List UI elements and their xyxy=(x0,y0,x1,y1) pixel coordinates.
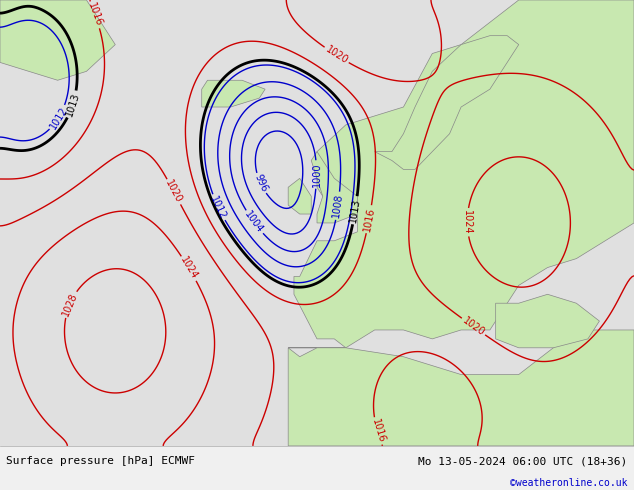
Polygon shape xyxy=(375,36,519,170)
Text: ©weatheronline.co.uk: ©weatheronline.co.uk xyxy=(510,478,628,489)
Text: 1013: 1013 xyxy=(64,91,81,118)
Text: 1016: 1016 xyxy=(370,418,386,444)
Text: 1012: 1012 xyxy=(209,194,228,221)
Polygon shape xyxy=(288,178,311,214)
Text: 1012: 1012 xyxy=(48,105,69,131)
Text: 1024: 1024 xyxy=(178,255,200,282)
Polygon shape xyxy=(0,0,634,446)
Polygon shape xyxy=(288,330,634,446)
Polygon shape xyxy=(311,151,358,223)
Polygon shape xyxy=(288,0,634,348)
Text: 1020: 1020 xyxy=(164,178,184,205)
Polygon shape xyxy=(0,0,115,80)
Text: Surface pressure [hPa] ECMWF: Surface pressure [hPa] ECMWF xyxy=(6,456,195,466)
Text: 996: 996 xyxy=(252,173,269,194)
Text: 1016: 1016 xyxy=(86,1,103,28)
Polygon shape xyxy=(202,80,265,107)
Text: 1028: 1028 xyxy=(60,291,79,318)
Text: 1020: 1020 xyxy=(323,44,349,66)
Text: 1000: 1000 xyxy=(311,162,321,187)
Text: 1004: 1004 xyxy=(243,209,266,235)
Text: Mo 13-05-2024 06:00 UTC (18+36): Mo 13-05-2024 06:00 UTC (18+36) xyxy=(418,456,628,466)
Text: 1024: 1024 xyxy=(462,210,472,235)
Text: 1016: 1016 xyxy=(362,206,376,232)
Polygon shape xyxy=(496,294,599,348)
Text: 1020: 1020 xyxy=(460,316,486,338)
Text: 1013: 1013 xyxy=(348,197,362,223)
Text: 1008: 1008 xyxy=(332,193,345,219)
